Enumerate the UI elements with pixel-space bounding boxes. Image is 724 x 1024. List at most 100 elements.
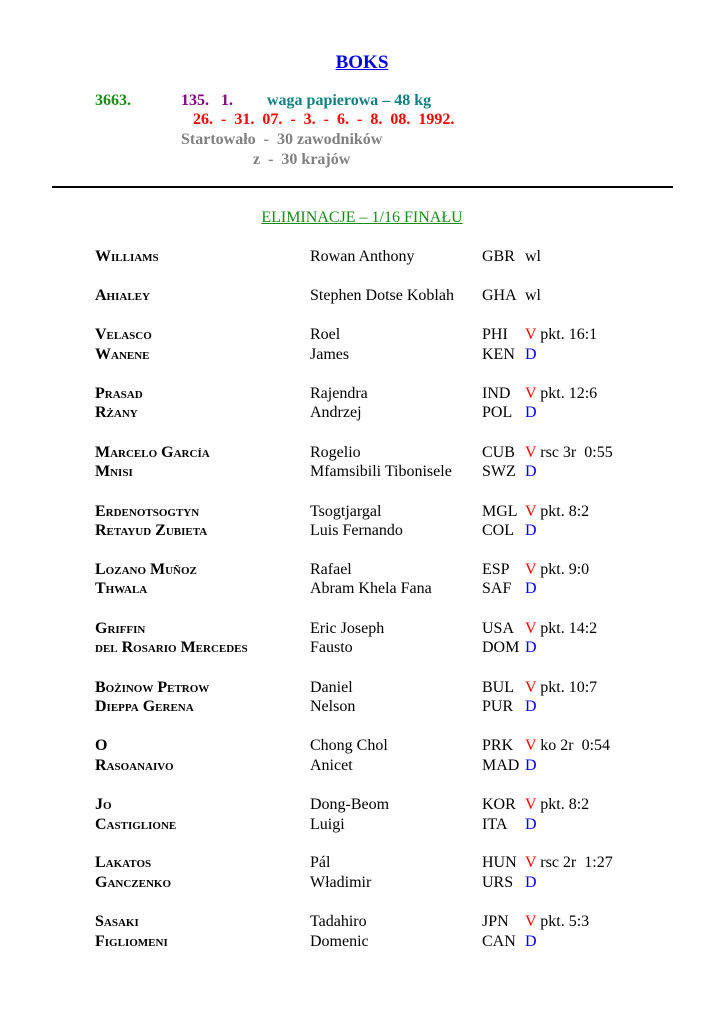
result-row: Rasoanaivo Anicet MAD D bbox=[0, 757, 724, 777]
bout-result: V rsc 2r 1:27 bbox=[525, 854, 613, 872]
boxer-surname: Wanene bbox=[95, 346, 150, 363]
result-detail: rsc 3r 0:55 bbox=[540, 444, 613, 461]
countries-count: z - 30 krajów bbox=[253, 151, 351, 168]
country-code: JPN bbox=[482, 913, 509, 930]
bout-result: D bbox=[525, 816, 537, 834]
boxer-first-name: Luigi bbox=[310, 816, 345, 833]
round-heading: ELIMINACJE – 1/16 FINAŁU bbox=[261, 209, 463, 226]
divider bbox=[52, 186, 673, 188]
result-row: del Rosario Mercedes Fausto DOM D bbox=[0, 639, 724, 659]
win-mark: V bbox=[525, 561, 537, 578]
participants-count: Startowało - 30 zawodników bbox=[181, 131, 383, 148]
boxer-first-name: Rafael bbox=[310, 561, 352, 578]
boxer-surname: Lakatos bbox=[95, 854, 152, 871]
boxer-first-name: Roel bbox=[310, 326, 341, 343]
result-row: Sasaki Tadahiro JPN V pkt. 5:3 bbox=[0, 913, 724, 933]
boxer-surname: O bbox=[95, 737, 108, 754]
win-mark: V bbox=[525, 620, 537, 637]
result-row: Mnisi Mfamsibili Tibonisele SWZ D bbox=[0, 463, 724, 483]
boxer-surname: Figliomeni bbox=[95, 933, 168, 950]
loss-mark: D bbox=[525, 816, 537, 833]
loss-mark: D bbox=[525, 580, 537, 597]
boxer-first-name: Tsogtjargal bbox=[310, 503, 382, 520]
result-row: Lakatos Pál HUN V rsc 2r 1:27 bbox=[0, 854, 724, 874]
bout-result: D bbox=[525, 639, 537, 657]
bout-result: V pkt. 9:0 bbox=[525, 561, 589, 579]
page-title: BOKS bbox=[335, 52, 389, 73]
country-code: POL bbox=[482, 404, 513, 421]
result-row: Ahialey Stephen Dotse Koblah GHA wl bbox=[0, 287, 724, 307]
result-row: Ganczenko Władimir URS D bbox=[0, 874, 724, 894]
boxer-surname: Ganczenko bbox=[95, 874, 172, 891]
loss-mark: D bbox=[525, 933, 537, 950]
boxer-surname: Thwala bbox=[95, 580, 148, 597]
boxer-first-name: Andrzej bbox=[310, 404, 362, 421]
loss-mark: D bbox=[525, 874, 537, 891]
country-code: COL bbox=[482, 522, 514, 539]
bout-result: V pkt. 16:1 bbox=[525, 326, 597, 344]
boxer-first-name: Dong-Beom bbox=[310, 796, 390, 813]
bout-result: V pkt. 8:2 bbox=[525, 503, 589, 521]
country-code: KOR bbox=[482, 796, 516, 813]
bout-result: wl bbox=[525, 248, 541, 266]
result-detail: pkt. 16:1 bbox=[540, 326, 598, 343]
result-detail: pkt. 10:7 bbox=[540, 679, 598, 696]
boxer-first-name: Nelson bbox=[310, 698, 356, 715]
country-code: DOM bbox=[482, 639, 520, 656]
country-code: CAN bbox=[482, 933, 516, 950]
bout-result: V pkt. 12:6 bbox=[525, 385, 597, 403]
result-row: Dieppa Gerena Nelson PUR D bbox=[0, 698, 724, 718]
boxer-surname: Griffin bbox=[95, 620, 146, 637]
bout-result: D bbox=[525, 522, 537, 540]
boxer-first-name: Stephen Dotse Koblah bbox=[310, 287, 454, 304]
bout-result: V pkt. 14:2 bbox=[525, 620, 597, 638]
boxer-first-name: Chong Chol bbox=[310, 737, 388, 754]
boxer-surname: Dieppa Gerena bbox=[95, 698, 194, 715]
boxer-first-name: Pál bbox=[310, 854, 331, 871]
boxer-surname: Sasaki bbox=[95, 913, 139, 930]
country-code: ITA bbox=[482, 816, 508, 833]
country-code: USA bbox=[482, 620, 515, 637]
bout-result: D bbox=[525, 698, 537, 716]
boxer-surname: Retayud Zubieta bbox=[95, 522, 208, 539]
result-detail: rsc 2r 1:27 bbox=[540, 854, 613, 871]
result-detail: wl bbox=[525, 287, 541, 304]
result-row: Erdenotsogtyn Tsogtjargal MGL V pkt. 8:2 bbox=[0, 503, 724, 523]
bout-result: D bbox=[525, 757, 537, 775]
boxer-surname: Bożinow Petrow bbox=[95, 679, 210, 696]
result-detail: ko 2r 0:54 bbox=[540, 737, 611, 754]
boxer-first-name: Eric Joseph bbox=[310, 620, 385, 637]
event-dates: 26. - 31. 07. - 3. - 6. - 8. 08. 1992. bbox=[193, 111, 455, 128]
result-row: Thwala Abram Khela Fana SAF D bbox=[0, 580, 724, 600]
result-row: Figliomeni Domenic CAN D bbox=[0, 933, 724, 953]
event-number: 3663. bbox=[95, 92, 131, 109]
boxer-surname: Mnisi bbox=[95, 463, 133, 480]
bout-result: D bbox=[525, 874, 537, 892]
result-row: Retayud Zubieta Luis Fernando COL D bbox=[0, 522, 724, 542]
win-mark: V bbox=[525, 679, 537, 696]
country-code: BUL bbox=[482, 679, 514, 696]
boxer-surname: Williams bbox=[95, 248, 159, 265]
loss-mark: D bbox=[525, 522, 537, 539]
result-detail: pkt. 5:3 bbox=[540, 913, 590, 930]
bout-result: D bbox=[525, 346, 537, 364]
boxer-surname: Marcelo García bbox=[95, 444, 210, 461]
boxer-first-name: Władimir bbox=[310, 874, 372, 891]
bout-result: V pkt. 10:7 bbox=[525, 679, 597, 697]
country-code: PUR bbox=[482, 698, 514, 715]
country-code: MGL bbox=[482, 503, 518, 520]
bout-result: wl bbox=[525, 287, 541, 305]
loss-mark: D bbox=[525, 346, 537, 363]
boxer-first-name: Rogelio bbox=[310, 444, 361, 461]
loss-mark: D bbox=[525, 757, 537, 774]
country-code: GHA bbox=[482, 287, 517, 304]
boxer-surname: Rasoanaivo bbox=[95, 757, 174, 774]
bout-result: V ko 2r 0:54 bbox=[525, 737, 610, 755]
country-code: GBR bbox=[482, 248, 515, 265]
result-row: Williams Rowan Anthony GBR wl bbox=[0, 248, 724, 268]
boxer-first-name: Luis Fernando bbox=[310, 522, 403, 539]
result-row: Marcelo García Rogelio CUB V rsc 3r 0:55 bbox=[0, 444, 724, 464]
country-code: SWZ bbox=[482, 463, 516, 480]
result-row: Velasco Roel PHI V pkt. 16:1 bbox=[0, 326, 724, 346]
